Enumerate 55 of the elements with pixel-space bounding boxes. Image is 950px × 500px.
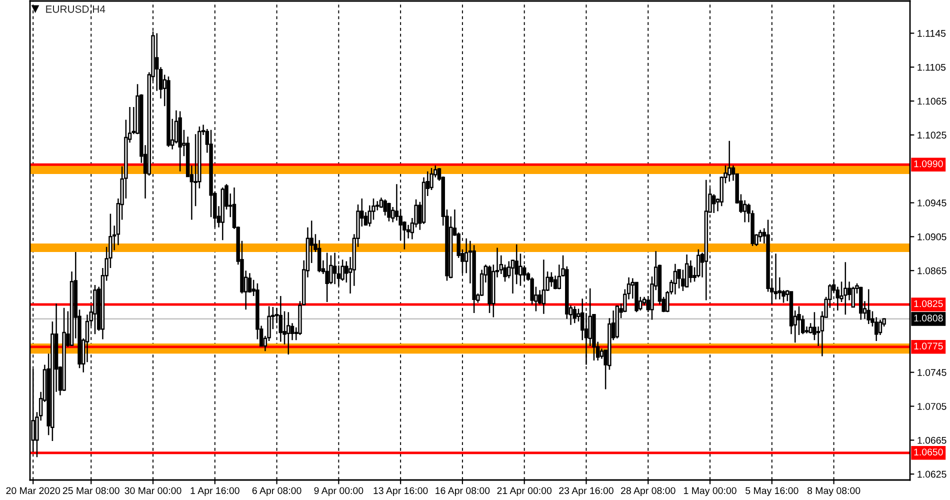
x-tick-label: 6 Apr 08:00 [252,487,302,496]
candlestick [684,254,689,288]
candlestick [220,186,224,241]
candlestick [844,261,848,316]
y-tick-label: 1.0905 [918,233,946,240]
y-tick-label: 1.1025 [918,132,946,139]
x-tick-label: 1 May 00:00 [684,487,736,496]
candlestick [673,263,678,295]
candlestick [166,76,170,148]
ref-line-label: 1.0808 [914,314,943,322]
x-tick-label: 21 Apr 00:00 [497,487,552,496]
x-tick-label: 23 Apr 16:00 [559,487,614,496]
x-tick-label: 1 Apr 16:00 [190,487,240,496]
candlestick [286,312,290,356]
candlestick [332,252,337,285]
candlestick [325,252,329,303]
y-tick-label: 1.0945 [918,200,946,206]
x-tick-label: 20 Mar 2020 [6,487,60,494]
candlestick [387,202,391,222]
chart-title: EURUSD,H4 [46,5,106,14]
y-tick-label: 1.0745 [918,369,946,376]
candlestick [866,288,870,325]
candlestick [542,258,546,314]
x-tick-label: 5 May 16:00 [746,487,798,496]
candlestick [774,253,778,300]
x-tick-label: 16 Apr 08:00 [436,487,490,496]
candlestick [178,110,182,172]
ref-line-label: 1.0990 [914,160,943,168]
y-tick-label: 1.1105 [918,64,946,71]
y-tick-label: 1.0705 [918,402,946,410]
x-tick-label: 9 Apr 00:00 [314,487,364,496]
candlestick [62,307,66,392]
candlestick [634,282,638,313]
y-tick-label: 1.1065 [918,98,946,105]
y-tick-label: 1.0865 [918,267,946,274]
candlestick [488,264,492,314]
candlestick [550,272,554,288]
candlestick [472,244,476,314]
y-tick-label: 1.0625 [918,470,946,478]
candlestick [859,286,863,320]
candlestick [727,140,732,182]
ref-line-label: 1.0825 [914,300,943,308]
candlestick [696,248,700,278]
ref-line-label: 1.0775 [914,342,943,350]
x-tick-label: 28 Apr 08:00 [621,487,676,496]
candlestick [615,304,620,340]
candlestick [758,229,762,242]
x-tick-label: 8 May 08:00 [807,487,860,496]
x-tick-label: 13 Apr 16:00 [374,487,428,496]
y-tick-label: 1.1145 [918,30,946,37]
x-tick-label: 30 Mar 00:00 [124,487,182,494]
y-tick-label: 1.0665 [918,436,946,444]
ref-line-label: 1.0650 [914,448,943,456]
x-tick-label: 25 Mar 08:00 [62,487,120,494]
candlestick [572,306,576,324]
